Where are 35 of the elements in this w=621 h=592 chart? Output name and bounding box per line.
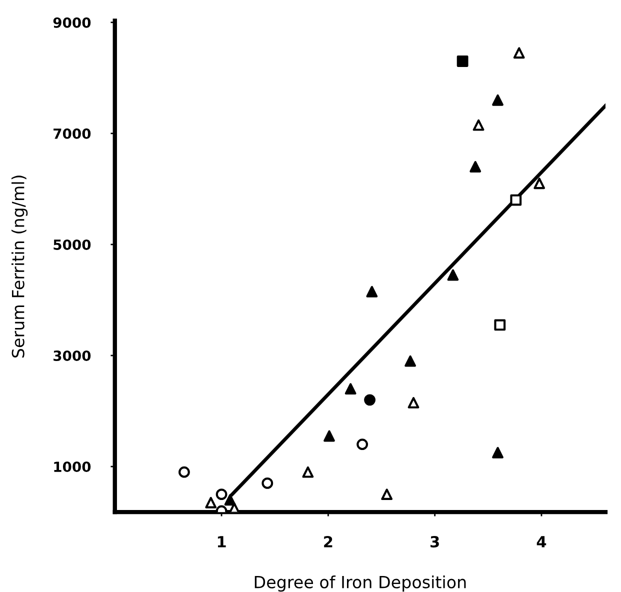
point (205, 496, 217, 508)
point (302, 466, 314, 478)
point (224, 494, 236, 506)
y-tick-label: 7000 (54, 128, 91, 139)
point (262, 478, 274, 489)
point (510, 194, 522, 206)
point (470, 161, 482, 172)
point (366, 286, 378, 298)
point (472, 119, 484, 131)
point (381, 488, 393, 500)
y-tick-label: 9000 (53, 17, 91, 28)
x-axis-title: Degree of Iron Deposition (254, 575, 466, 592)
point (492, 94, 504, 106)
point (178, 466, 190, 478)
x-tick-label: 2 (324, 536, 332, 548)
point (408, 397, 420, 408)
point (216, 488, 228, 500)
point (344, 383, 356, 395)
point (364, 394, 376, 406)
x-tick-label: 3 (430, 536, 439, 548)
point (534, 178, 546, 190)
point (494, 319, 506, 331)
y-tick-label: 5000 (54, 239, 91, 250)
point (447, 269, 459, 281)
x-tick-label: 1 (218, 536, 226, 548)
y-axis-title: Serum Ferritin (ng/ml) (11, 176, 28, 358)
y-tick-label: 3000 (54, 350, 91, 361)
y-tick-label: 1000 (54, 462, 91, 472)
point (492, 446, 504, 458)
x-tick-label: 4 (536, 536, 546, 548)
point (404, 355, 416, 367)
point (356, 438, 368, 450)
point (324, 430, 335, 442)
point (456, 56, 468, 67)
point (513, 47, 525, 59)
